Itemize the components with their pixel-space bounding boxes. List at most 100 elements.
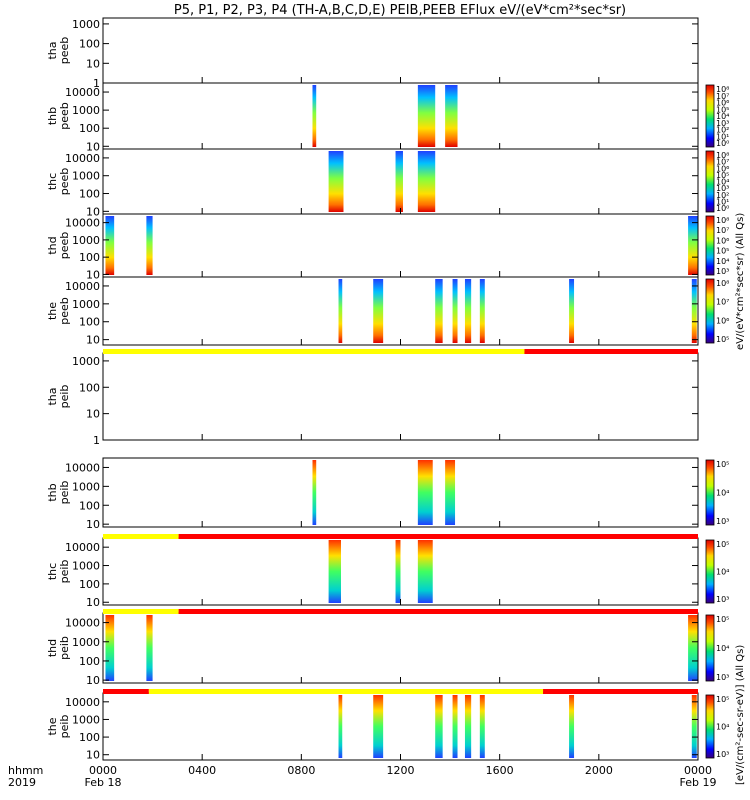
panel-label-product: peib [58,715,71,739]
panel-the-peeb: 10 100 1000 10000 the peeb 10⁸ 10⁷ 10⁶ 10⁵ [46,276,729,347]
panel-label-probe: tha [46,387,59,405]
data-burst [691,279,697,343]
colorbar [705,278,715,344]
colorbar-tick-label: 10² [716,191,729,200]
colorbar [705,614,715,682]
panel-label-product: peib [58,636,71,660]
colorbar-tick-label: 10⁴ [716,568,729,577]
panel-label-product: peib [58,560,71,584]
time-tick-date: Feb 18 [85,776,122,789]
data-burst [328,540,341,603]
xaxis-corner-label-bottom: 2019 [8,776,36,789]
panel-frame [102,352,699,441]
data-burst [569,695,575,758]
data-burst [464,695,472,758]
data-burst [464,279,472,343]
y-tick-label: 10 [86,334,100,347]
mode-bar-segment [103,349,525,354]
panel-label-product: peeb [58,102,71,130]
panel-frame [102,612,699,684]
colorbar-tick-label: 10³ [716,750,729,759]
panel-label-product: peeb [58,232,71,260]
y-tick-label: 100 [79,499,100,512]
colorbar-tick-label: 10⁵ [716,460,729,469]
y-tick-label: 100 [79,316,100,329]
colorbar-tick-label: 10⁴ [716,723,729,732]
panel-frame [102,213,699,278]
colorbar-tick-label: 10⁸ [716,85,729,94]
y-tick-label: 10 [86,408,100,421]
colorbar-tick-label: 10⁶ [716,99,729,108]
xaxis-corner-label-top: hhmm [8,764,43,777]
y-tick-label: 100 [79,122,100,135]
panel-label-product: peib [58,481,71,505]
data-burst [691,695,697,758]
y-tick-label: 10 [86,749,100,762]
y-tick-label: 1000 [72,170,100,183]
y-tick-label: 10000 [65,217,100,230]
panel-label-probe: thc [46,173,59,190]
panel-frame [102,692,699,761]
y-tick-label: 100 [79,381,100,394]
y-tick-label: 10 [86,518,100,531]
panel-label-product: peeb [58,297,71,325]
data-burst [146,216,153,275]
time-tick-label: 1600 [486,764,514,777]
y-tick-label: 1000 [72,636,100,649]
colorbar-tick-label: 10⁴ [716,112,729,121]
data-burst [312,85,317,147]
colorbar-tick-label: 10⁵ [716,540,729,549]
colorbar-tick-label: 10³ [716,595,729,604]
colorbar-tick-label: 10⁴ [716,489,729,498]
data-burst [445,85,458,147]
data-burst [688,615,698,681]
y-tick-label: 100 [79,578,100,591]
mode-bar-segment [178,534,699,539]
colorbar-tick-label: 10² [716,126,729,135]
panel-frame [102,276,699,346]
colorbar-tick-label: 10⁷ [716,226,729,235]
y-tick-label: 10 [86,268,100,281]
y-tick-label: 100 [79,731,100,744]
time-tick-label: 0800 [287,764,315,777]
data-burst [445,460,456,525]
colorbar-tick-label: 10¹ [716,197,729,206]
y-tick-label: 1000 [72,713,100,726]
panel-label-probe: thd [46,639,59,657]
y-tick-label: 10000 [65,86,100,99]
colorbar-tick-label: 10⁷ [716,92,729,101]
panel-thd-peib: 10 100 1000 10000 thd peib 10⁵ 10⁴ 10³ [46,609,729,687]
panel-frame [102,82,699,150]
data-burst [395,540,401,603]
colorbar-tick-label: 10⁸ [716,216,729,225]
colorbar-tick-label: 10⁴ [716,257,729,266]
data-burst [452,695,458,758]
chart-title: P5, P1, P2, P3, P4 (TH-A,B,C,D,E) PEIB,P… [174,3,626,18]
colorbar [705,539,715,604]
colorbar-tick-label: 10⁵ [716,247,729,256]
data-burst [417,460,433,525]
panel-frame [102,17,699,84]
panel-label-probe: thb [46,107,59,125]
time-tick-label: 1200 [387,764,415,777]
colorbar-tick-label: 10³ [716,517,729,526]
colorbar-tick-label: 10⁰ [716,139,729,148]
panel-label-probe: thb [46,483,59,501]
colorbar [705,150,715,213]
colorbar-tick-label: 10⁶ [716,316,729,325]
panel-thb-peib: 10 100 1000 10000 thb peib 10⁵ 10⁴ 10³ [46,457,729,531]
colorbar-tick-label: 10⁰ [716,204,729,213]
data-burst [146,615,153,681]
data-burst [338,695,343,758]
mode-bar-segment [103,689,149,694]
data-burst [395,151,403,212]
y-tick-label: 1000 [72,480,100,493]
colorbar-tick-label: 10¹ [716,132,729,141]
y-tick-label: 1 [93,77,100,90]
colorbar-tick-label: 10⁷ [716,158,729,167]
colorbar-tick-label: 10³ [716,267,729,276]
time-tick-label: 0000 [684,764,712,777]
